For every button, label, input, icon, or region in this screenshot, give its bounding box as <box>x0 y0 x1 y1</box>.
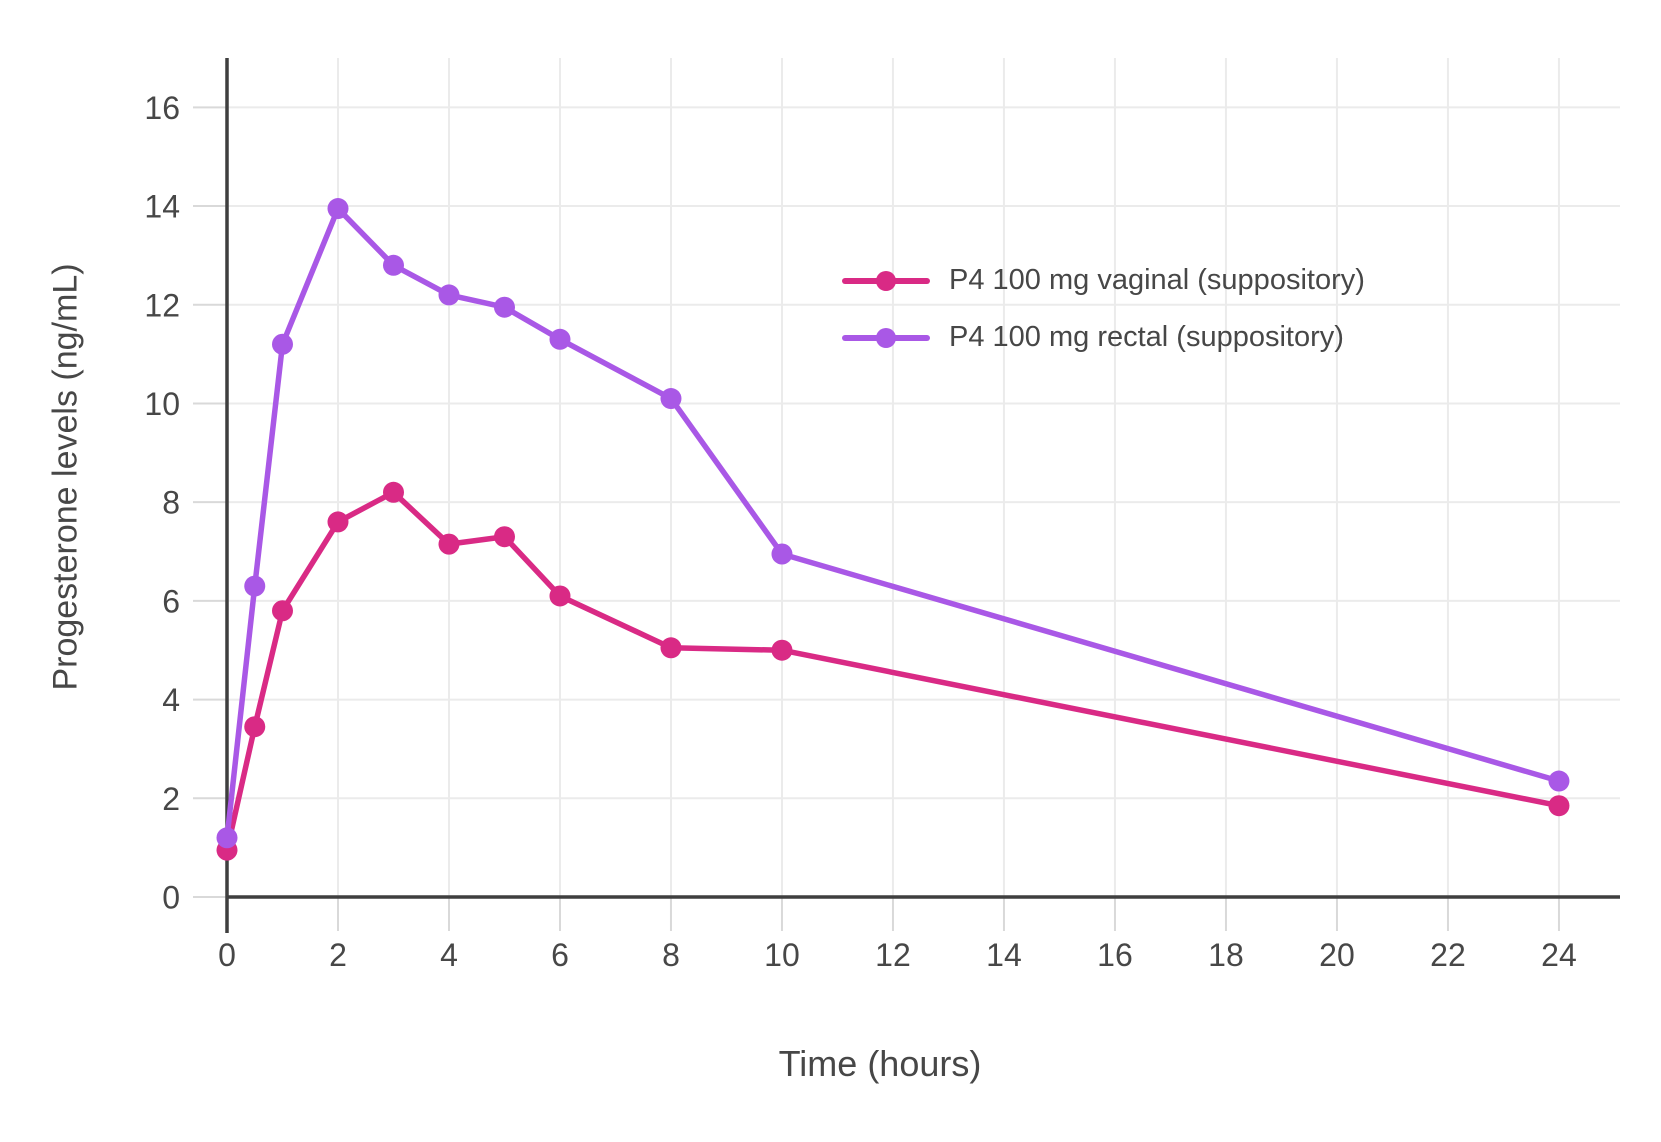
x-tick-label: 8 <box>662 937 680 973</box>
x-axis-title: Time (hours) <box>778 1043 982 1084</box>
data-point-0 <box>327 511 349 533</box>
x-tick-label: 24 <box>1541 937 1577 973</box>
legend-dot-icon <box>876 270 896 291</box>
data-point-1 <box>216 827 238 849</box>
data-point-1 <box>1548 770 1570 792</box>
y-tick-label: 14 <box>144 189 180 225</box>
data-point-1 <box>493 296 515 318</box>
x-tick-label: 12 <box>875 937 911 973</box>
y-tick-label: 0 <box>162 880 180 916</box>
legend-item-rectal[interactable]: P4 100 mg rectal (suppository) <box>842 309 1365 366</box>
data-point-0 <box>771 639 793 661</box>
x-tick-label: 0 <box>218 937 236 973</box>
x-tick-label: 14 <box>986 937 1022 973</box>
x-tick-label: 2 <box>329 937 347 973</box>
legend-label-vaginal: P4 100 mg vaginal (suppository) <box>949 264 1365 296</box>
data-point-1 <box>327 198 349 220</box>
data-point-1 <box>382 254 404 276</box>
x-tick-label: 20 <box>1319 937 1355 973</box>
y-tick-label: 10 <box>144 386 180 422</box>
legend-item-vaginal[interactable]: P4 100 mg vaginal (suppository) <box>842 252 1365 309</box>
y-tick-label: 12 <box>144 287 180 323</box>
legend: P4 100 mg vaginal (suppository) P4 100 m… <box>842 252 1365 366</box>
data-point-1 <box>771 543 793 565</box>
y-tick-label: 4 <box>162 682 180 718</box>
x-tick-label: 4 <box>440 937 458 973</box>
data-point-1 <box>271 333 293 355</box>
data-point-1 <box>549 328 571 350</box>
data-point-1 <box>244 575 266 597</box>
x-tick-label: 18 <box>1208 937 1244 973</box>
data-point-1 <box>438 284 460 306</box>
x-tick-label: 22 <box>1430 937 1466 973</box>
legend-line-marker-rectal <box>842 327 930 348</box>
legend-label-rectal: P4 100 mg rectal (suppository) <box>949 321 1344 353</box>
data-point-0 <box>660 637 682 659</box>
data-point-0 <box>382 481 404 503</box>
x-tick-label: 10 <box>764 937 800 973</box>
legend-dot-icon <box>876 327 896 348</box>
y-tick-label: 8 <box>162 485 180 521</box>
data-point-1 <box>660 388 682 410</box>
data-point-0 <box>549 585 571 607</box>
data-point-0 <box>438 533 460 555</box>
data-point-0 <box>1548 795 1570 817</box>
y-axis-title: Progesterone levels (ng/mL) <box>46 263 85 691</box>
data-point-0 <box>271 600 293 622</box>
y-tick-label: 16 <box>144 90 180 126</box>
data-point-0 <box>493 526 515 548</box>
data-point-0 <box>244 716 266 738</box>
x-tick-label: 16 <box>1097 937 1133 973</box>
y-tick-label: 6 <box>162 583 180 619</box>
legend-line-marker-vaginal <box>842 270 930 291</box>
y-tick-label: 2 <box>162 781 180 817</box>
x-tick-label: 6 <box>551 937 569 973</box>
